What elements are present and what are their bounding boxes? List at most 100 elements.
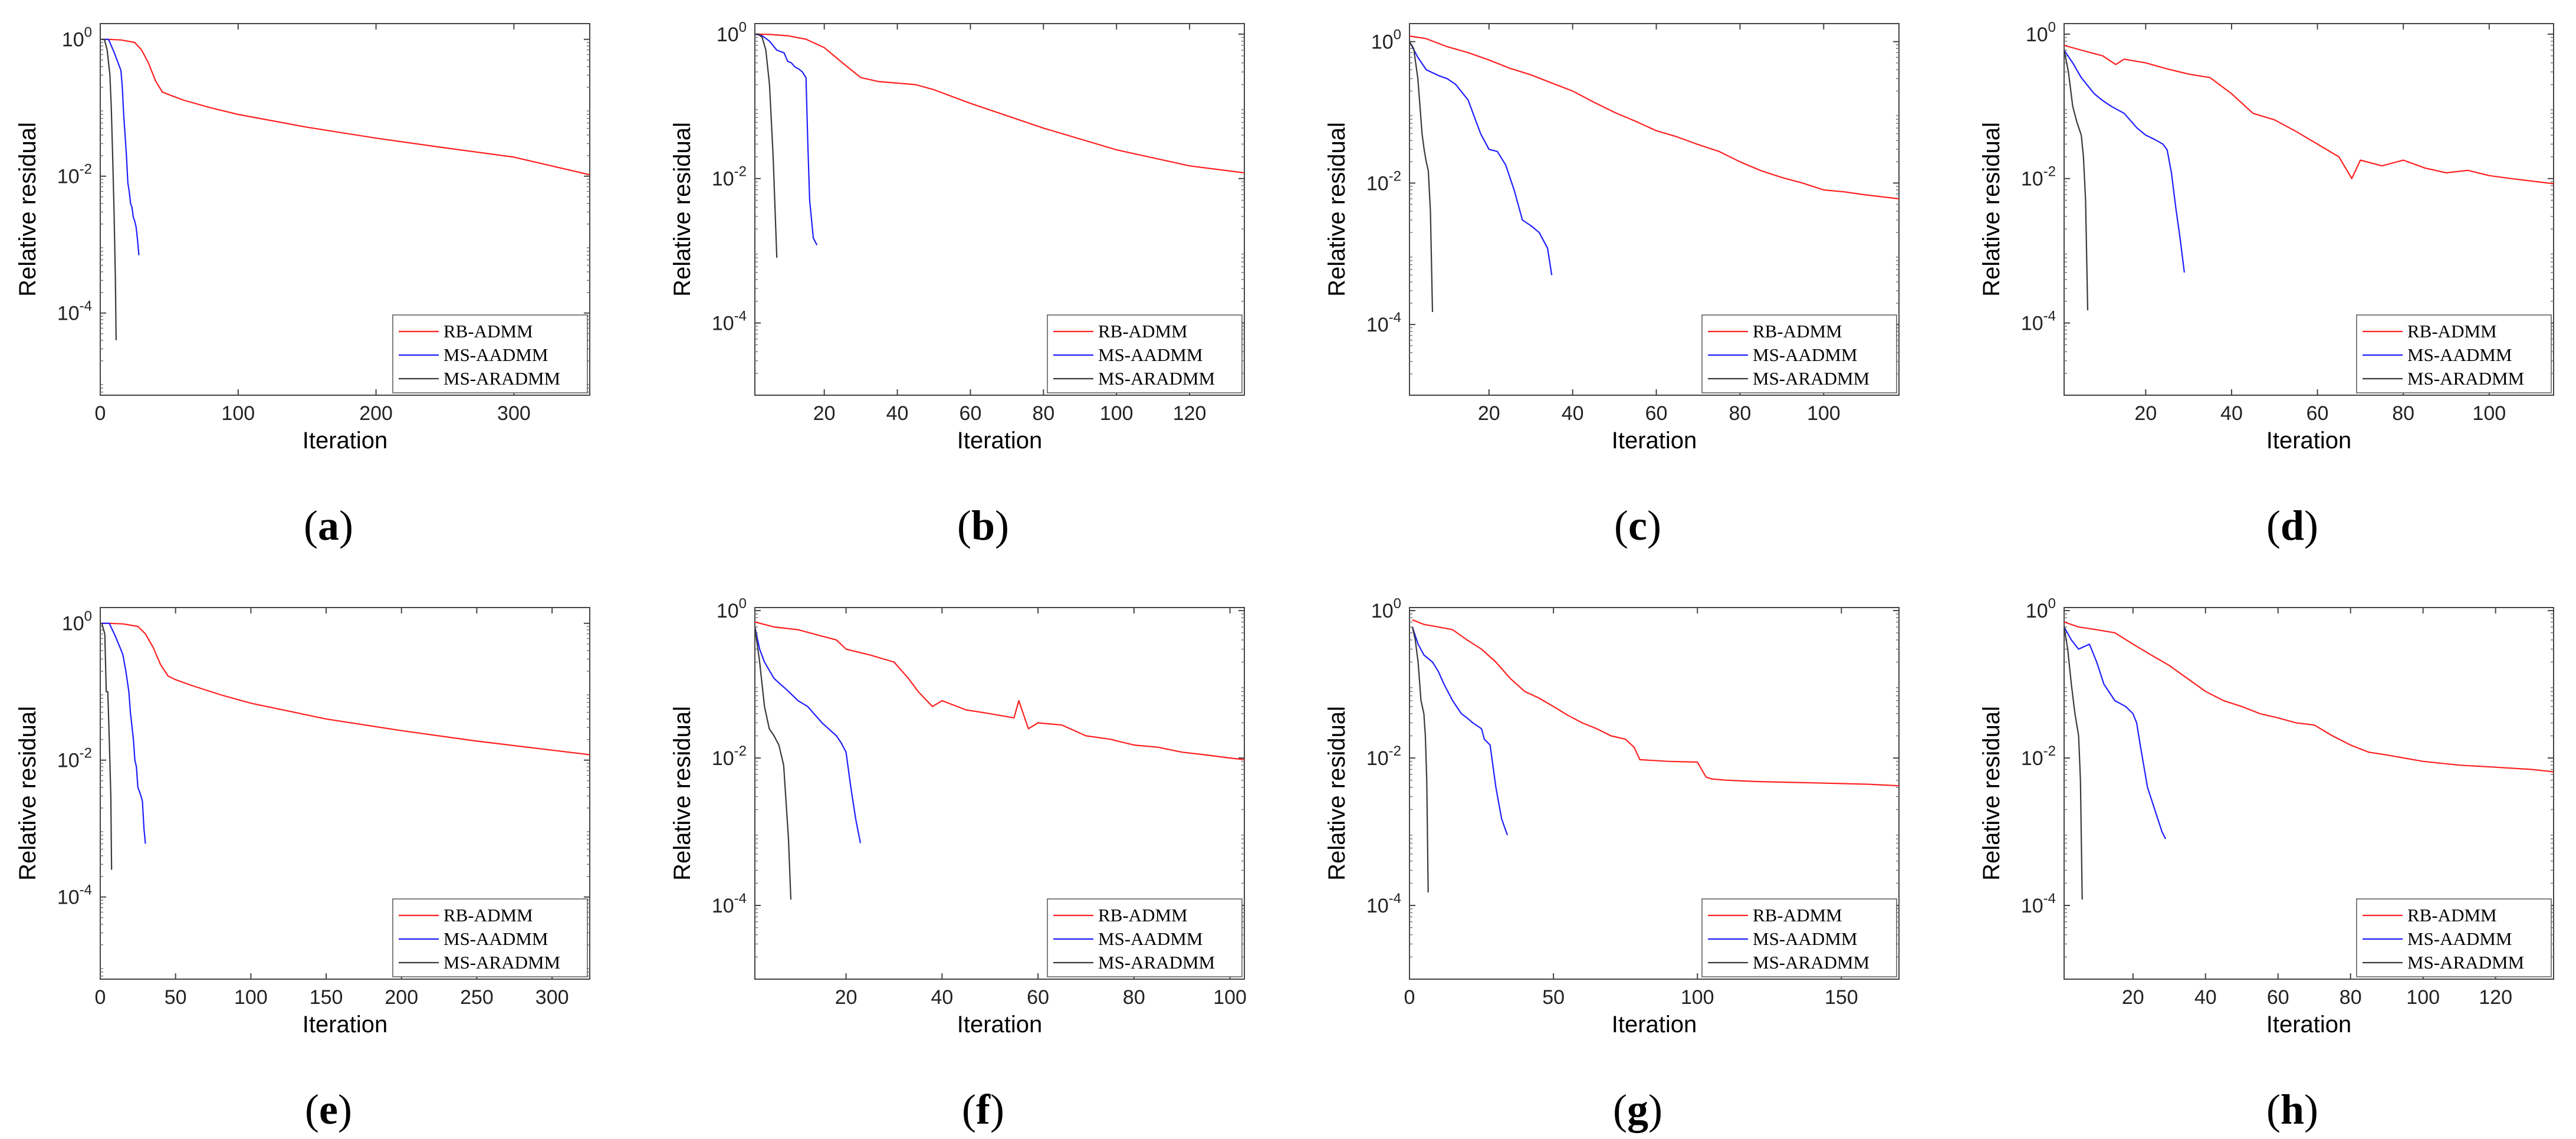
legend-label: RB-ADMM	[443, 321, 533, 342]
y-tick-exponent: -2	[1389, 168, 1401, 184]
y-tick-base: 10	[717, 600, 739, 622]
legend-label: MS-AADMM	[443, 344, 548, 365]
y-tick-label: 10-2	[2021, 164, 2056, 191]
panel-c: 20 40 60 80 10010010-210-4IterationRelative …	[1324, 23, 1900, 549]
legend-label: RB-ADMM	[2407, 905, 2497, 925]
x-tick-label: 60	[2306, 402, 2329, 425]
x-tick-label: 20	[1478, 402, 1500, 425]
caption-paren-open: (	[305, 1086, 319, 1133]
legend-label: MS-AADMM	[1753, 344, 1857, 365]
y-tick-exponent: -2	[1389, 743, 1401, 759]
series-line-ms-aradmm	[755, 33, 778, 258]
y-tick-label: 10-2	[2021, 743, 2056, 770]
y-tick-base: 10	[2021, 747, 2043, 770]
y-axis-label: Relative residual	[15, 122, 41, 297]
x-tick-label: 60	[1027, 986, 1049, 1009]
legend-label: RB-ADMM	[1753, 321, 1842, 342]
y-tick-label: 100	[62, 25, 92, 51]
legend-label: MS-AADMM	[1098, 344, 1202, 365]
legend-box	[392, 314, 588, 393]
x-axis-label: Iteration	[2266, 1012, 2352, 1038]
series-group	[101, 38, 590, 340]
y-tick-base: 10	[57, 303, 80, 325]
caption-paren-open: (	[2266, 1086, 2281, 1133]
legend-label: RB-ADMM	[1753, 905, 1842, 925]
caption-paren-close: )	[995, 502, 1009, 549]
series-line-ms-aadmm	[101, 38, 140, 255]
series-line-rb-admm	[1409, 35, 1899, 200]
y-tick-exponent: -4	[734, 891, 747, 907]
caption-letter: e	[319, 1086, 338, 1133]
series-group	[755, 621, 1244, 900]
y-tick-exponent: -4	[2043, 308, 2056, 324]
legend-label: MS-ARADMM	[2407, 368, 2524, 389]
panel-caption: (c)	[1614, 502, 1661, 549]
y-tick-exponent: 0	[84, 25, 92, 41]
x-tick-label: 100	[1807, 402, 1841, 425]
series-group	[755, 33, 1244, 258]
series-line-rb-admm	[101, 622, 590, 756]
y-axis-label: Relative residual	[15, 706, 41, 881]
x-tick-label: 50	[165, 986, 187, 1009]
caption-paren-close: )	[2304, 1086, 2318, 1133]
x-tick-label: 100	[1213, 986, 1247, 1009]
caption-letter: b	[971, 502, 995, 549]
y-tick-base: 10	[2026, 600, 2048, 622]
x-tick-label: 100	[221, 402, 255, 425]
caption-paren-close: )	[1648, 1086, 1662, 1133]
y-tick-base: 10	[1366, 895, 1389, 917]
panel-caption: (g)	[1613, 1086, 1662, 1133]
y-tick-label: 100	[2026, 19, 2056, 46]
y-tick-label: 10-4	[712, 308, 747, 335]
y-tick-base: 10	[1366, 314, 1389, 336]
x-tick-label: 150	[1825, 986, 1858, 1009]
x-tick-label: 120	[1173, 402, 1207, 425]
y-axis-label: Relative residual	[1324, 706, 1350, 881]
panel-e: 0 50 100 150 200 250 30010010-210-4IterationRe…	[15, 607, 590, 1133]
y-tick-exponent: -4	[1389, 310, 1401, 326]
caption-letter: d	[2281, 502, 2304, 549]
legend-label: MS-ARADMM	[1753, 368, 1869, 389]
y-tick-exponent: 0	[739, 19, 747, 35]
x-axis-label: Iteration	[2266, 428, 2352, 454]
legend-label: MS-AADMM	[2407, 344, 2512, 365]
series-line-ms-aradmm	[2064, 50, 2089, 311]
legend-box	[2356, 314, 2552, 393]
x-tick-label: 20	[835, 986, 857, 1009]
x-tick-label: 40	[2220, 402, 2243, 425]
y-tick-exponent: 0	[2048, 19, 2056, 35]
y-tick-base: 10	[57, 166, 80, 188]
series-line-ms-aadmm	[755, 33, 818, 246]
y-tick-label: 10-2	[57, 162, 92, 188]
y-tick-label: 100	[1371, 27, 1401, 54]
series-line-ms-aradmm	[2064, 626, 2083, 900]
y-tick-exponent: 0	[739, 596, 747, 612]
y-tick-exponent: -2	[2043, 743, 2056, 759]
x-tick-label: 50	[1542, 986, 1565, 1009]
legend-label: RB-ADMM	[2407, 321, 2497, 342]
y-tick-exponent: 0	[1394, 27, 1401, 43]
y-tick-label: 10-2	[1366, 168, 1401, 195]
caption-paren-close: )	[990, 1086, 1004, 1133]
x-tick-label: 80	[1729, 402, 1752, 425]
x-tick-label: 0	[95, 402, 106, 425]
legend-label: MS-ARADMM	[1098, 368, 1215, 389]
legend-box	[2356, 898, 2552, 977]
y-tick-base: 10	[712, 168, 734, 191]
y-tick-label: 10-2	[712, 743, 747, 770]
y-tick-exponent: -2	[734, 164, 747, 180]
series-line-rb-admm	[2064, 621, 2554, 773]
series-line-ms-aradmm	[101, 38, 117, 340]
series-line-ms-aradmm	[755, 626, 792, 900]
x-tick-label: 20	[813, 402, 836, 425]
y-tick-exponent: -4	[2043, 891, 2056, 907]
series-line-rb-admm	[755, 33, 1244, 174]
x-tick-label: 120	[2479, 986, 2512, 1009]
x-tick-label: 40	[1562, 402, 1584, 425]
legend-label: MS-ARADMM	[1098, 952, 1215, 973]
x-tick-label: 60	[1645, 402, 1668, 425]
